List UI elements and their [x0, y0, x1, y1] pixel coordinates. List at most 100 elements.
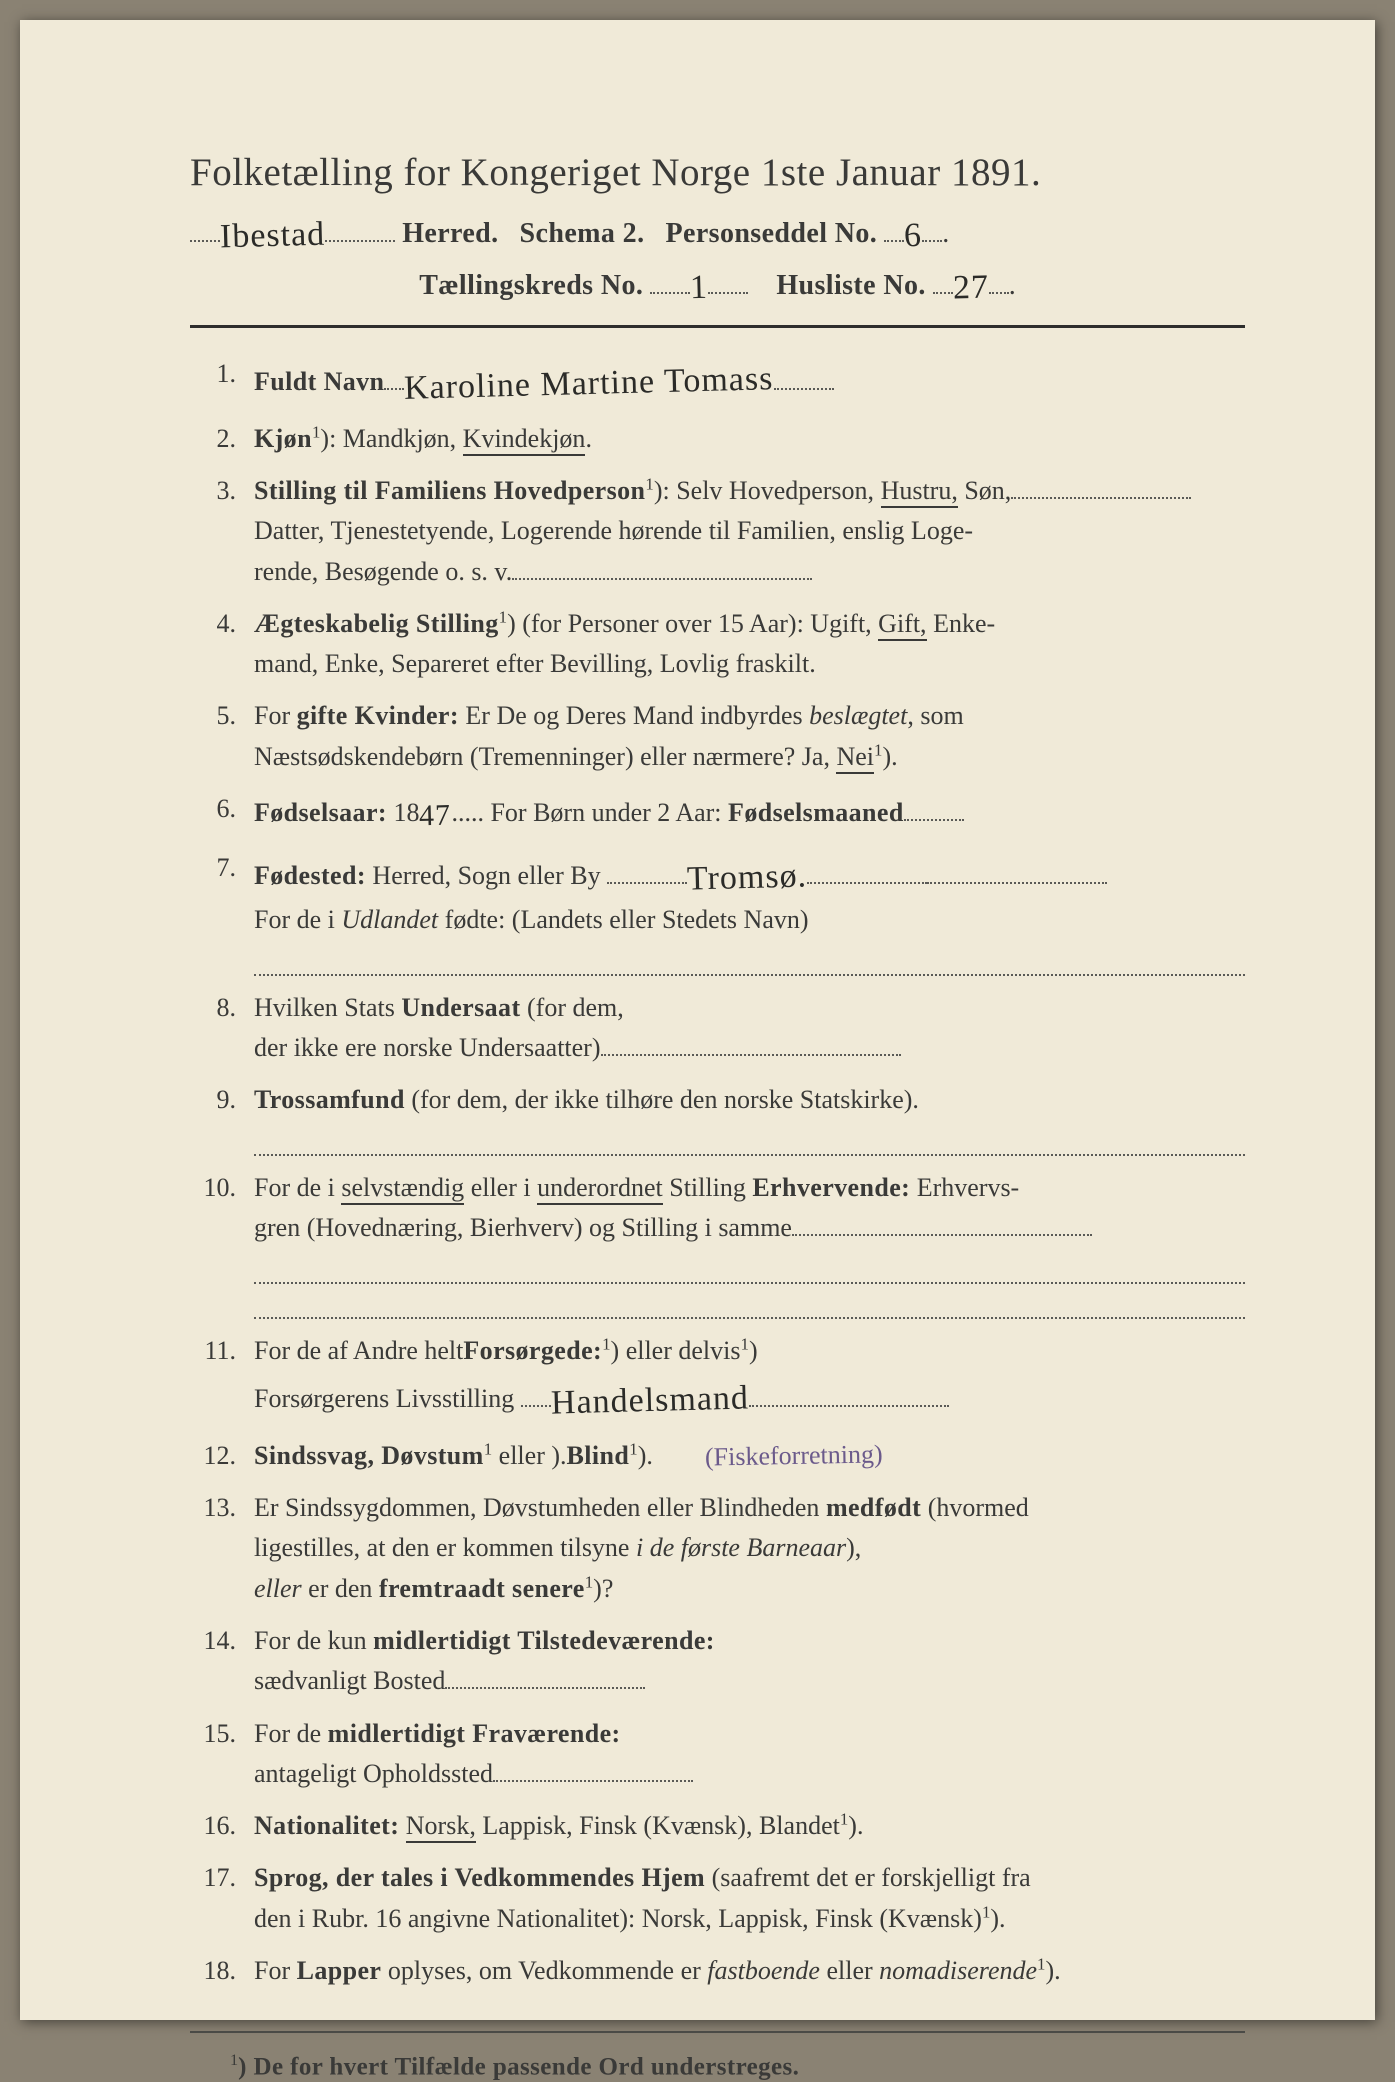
row-body: For gifte Kvinder: Er De og Deres Mand i… [254, 696, 1245, 777]
row-line: Hvilken Stats Undersaat (for dem, [254, 988, 1245, 1028]
form-row: 4.Ægteskabelig Stilling1) (for Personer … [190, 604, 1245, 685]
row-body: Fødselsaar: 1847..... For Børn under 2 A… [254, 789, 1245, 836]
row-number: 16. [190, 1806, 254, 1846]
form-row: 1.Fuldt NavnKaroline Martine Tomass [190, 354, 1245, 407]
husliste-no: 27 [952, 269, 989, 308]
row-number: 8. [190, 988, 254, 1069]
row-body: For de af Andre heltForsørgede:1) eller … [254, 1331, 1245, 1424]
row-body: Nationalitet: Norsk, Lappisk, Finsk (Kvæ… [254, 1806, 1245, 1846]
footnote-text: ) De for hvert Tilfælde passende Ord und… [238, 2054, 799, 2081]
schema-label: Schema 2. [520, 218, 645, 249]
form-row: 8.Hvilken Stats Undersaat (for dem,der i… [190, 988, 1245, 1069]
row-line-cont: der ikke ere norske Undersaatter) [254, 1028, 1245, 1068]
form-row: 12.Sindssvag, Døvstum1 eller ).Blind1). … [190, 1436, 1245, 1476]
row-line-cont: den i Rubr. 16 angivne Nationalitet): No… [254, 1899, 1245, 1939]
row-number: 17. [190, 1858, 254, 1939]
header-rule [190, 325, 1245, 328]
row-line-cont: sædvanligt Bosted [254, 1661, 1245, 1701]
blank-dotted-line [254, 1288, 1245, 1319]
row-line: Sindssvag, Døvstum1 eller ).Blind1). (Fi… [254, 1436, 1245, 1476]
taellingskreds-no: 1 [690, 269, 709, 307]
row-body: Stilling til Familiens Hovedperson1): Se… [254, 471, 1245, 592]
herred-label: Herred. [402, 218, 498, 249]
row-number: 1. [190, 354, 254, 407]
row-body: Hvilken Stats Undersaat (for dem,der ikk… [254, 988, 1245, 1069]
row-line: Er Sindssygdommen, Døvstumheden eller Bl… [254, 1488, 1245, 1528]
row-body: Kjøn1): Mandkjøn, Kvindekjøn. [254, 419, 1245, 459]
form-row: 14.For de kun midlertidigt Tilstedeværen… [190, 1621, 1245, 1702]
row-number: 15. [190, 1714, 254, 1795]
row-line: Stilling til Familiens Hovedperson1): Se… [254, 471, 1245, 511]
row-line: For gifte Kvinder: Er De og Deres Mand i… [254, 696, 1245, 736]
row-number: 10. [190, 1168, 254, 1319]
row-line-cont: Næstsødskendebørn (Tremenninger) eller n… [254, 737, 1245, 777]
form-row: 6.Fødselsaar: 1847..... For Børn under 2… [190, 789, 1245, 836]
form-rows: 1.Fuldt NavnKaroline Martine Tomass2.Kjø… [190, 354, 1245, 1991]
footnote: 1) De for hvert Tilfælde passende Ord un… [190, 2051, 1245, 2081]
row-line-cont: rende, Besøgende o. s. v. [254, 552, 1245, 592]
row-body: For de kun midlertidigt Tilstedeværende:… [254, 1621, 1245, 1702]
herred-handwritten: Ibestad [220, 216, 326, 257]
form-row: 7.Fødested: Herred, Sogn eller By Tromsø… [190, 848, 1245, 976]
form-row: 9.Trossamfund (for dem, der ikke tilhøre… [190, 1080, 1245, 1155]
row-line: Ægteskabelig Stilling1) (for Personer ov… [254, 604, 1245, 644]
form-row: 2.Kjøn1): Mandkjøn, Kvindekjøn. [190, 419, 1245, 459]
row-line-cont: eller er den fremtraadt senere1)? [254, 1569, 1245, 1609]
row-line: For Lapper oplyses, om Vedkommende er fa… [254, 1951, 1245, 1991]
blank-dotted-line [254, 1252, 1245, 1283]
row-number: 6. [190, 789, 254, 836]
row-number: 9. [190, 1080, 254, 1155]
row-number: 18. [190, 1951, 254, 1991]
row-line: For de midlertidigt Fraværende: [254, 1714, 1245, 1754]
taellingskreds-label: Tællingskreds No. [419, 270, 643, 301]
row-line-cont: Forsørgerens Livsstilling Handelsmand [254, 1371, 1245, 1424]
form-row: 17.Sprog, der tales i Vedkommendes Hjem … [190, 1858, 1245, 1939]
form-row: 18.For Lapper oplyses, om Vedkommende er… [190, 1951, 1245, 1991]
subheader-line-1: Ibestad Herred. Schema 2. Personseddel N… [190, 213, 1245, 251]
row-body: Fuldt NavnKaroline Martine Tomass [254, 354, 1245, 407]
row-body: Ægteskabelig Stilling1) (for Personer ov… [254, 604, 1245, 685]
subheader-line-2: Tællingskreds No. 1 Husliste No. 27. [190, 265, 1245, 303]
row-body: Trossamfund (for dem, der ikke tilhøre d… [254, 1080, 1245, 1155]
page-title: Folketælling for Kongeriget Norge 1ste J… [190, 150, 1245, 195]
row-body: For Lapper oplyses, om Vedkommende er fa… [254, 1951, 1245, 1991]
form-row: 13.Er Sindssygdommen, Døvstumheden eller… [190, 1488, 1245, 1609]
row-body: Sindssvag, Døvstum1 eller ).Blind1). (Fi… [254, 1436, 1245, 1476]
blank-dotted-line [254, 1125, 1245, 1156]
row-line: Kjøn1): Mandkjøn, Kvindekjøn. [254, 419, 1245, 459]
form-row: 15.For de midlertidigt Fraværende:antage… [190, 1714, 1245, 1795]
form-row: 5.For gifte Kvinder: Er De og Deres Mand… [190, 696, 1245, 777]
row-line: Trossamfund (for dem, der ikke tilhøre d… [254, 1080, 1245, 1120]
form-row: 11.For de af Andre heltForsørgede:1) ell… [190, 1331, 1245, 1424]
personseddel-label: Personseddel No. [665, 218, 877, 249]
footnote-sup: 1 [230, 2051, 238, 2069]
footnote-rule [190, 2031, 1245, 2033]
census-form-page: Folketælling for Kongeriget Norge 1ste J… [20, 20, 1375, 2020]
row-line-cont: gren (Hovednæring, Bierhverv) og Stillin… [254, 1208, 1245, 1248]
row-body: Er Sindssygdommen, Døvstumheden eller Bl… [254, 1488, 1245, 1609]
blank-dotted-line [254, 945, 1245, 976]
row-line-cont: ligestilles, at den er kommen tilsyne i … [254, 1528, 1245, 1568]
row-line: For de kun midlertidigt Tilstedeværende: [254, 1621, 1245, 1661]
row-line-cont: antageligt Opholdssted [254, 1754, 1245, 1794]
row-number: 13. [190, 1488, 254, 1609]
row-line: Fødselsaar: 1847..... For Børn under 2 A… [254, 789, 1245, 836]
row-number: 5. [190, 696, 254, 777]
row-body: Sprog, der tales i Vedkommendes Hjem (sa… [254, 1858, 1245, 1939]
row-number: 11. [190, 1331, 254, 1424]
form-row: 3.Stilling til Familiens Hovedperson1): … [190, 471, 1245, 592]
row-number: 4. [190, 604, 254, 685]
row-line: Nationalitet: Norsk, Lappisk, Finsk (Kvæ… [254, 1806, 1245, 1846]
row-line: Fødested: Herred, Sogn eller By Tromsø. [254, 848, 1245, 901]
row-line-cont: mand, Enke, Separeret efter Bevilling, L… [254, 644, 1245, 684]
row-line: For de af Andre heltForsørgede:1) eller … [254, 1331, 1245, 1371]
row-line: For de i selvstændig eller i underordnet… [254, 1168, 1245, 1208]
row-body: For de midlertidigt Fraværende:antagelig… [254, 1714, 1245, 1795]
row-number: 3. [190, 471, 254, 592]
row-number: 2. [190, 419, 254, 459]
row-number: 14. [190, 1621, 254, 1702]
row-line: Fuldt NavnKaroline Martine Tomass [254, 354, 1245, 407]
row-number: 7. [190, 848, 254, 976]
row-line: Sprog, der tales i Vedkommendes Hjem (sa… [254, 1858, 1245, 1898]
row-line-cont: For de i Udlandet fødte: (Landets eller … [254, 900, 1245, 940]
